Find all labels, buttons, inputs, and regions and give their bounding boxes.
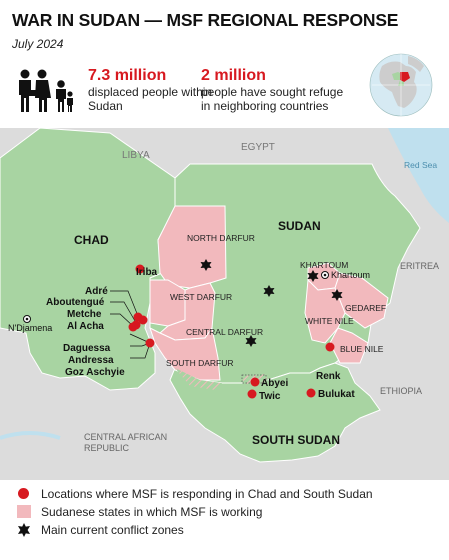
map-canvas: LIBYA EGYPT CHAD SUDAN ERITREA ETHIOPIA … (0, 127, 449, 480)
label-renk: Renk (316, 371, 341, 382)
label-gedaref: GEDAREF (345, 303, 386, 313)
label-metche: Metche (67, 309, 102, 320)
state-south-darfur (149, 326, 221, 381)
stat-displaced-value: 7.3 million (88, 67, 167, 84)
conflict-star-icon (16, 522, 32, 538)
stat-refugees: 2 million people have sought refuge in n… (201, 67, 351, 113)
legend-item-states: Sudanese states in which MSF is working (16, 504, 262, 520)
conflict-zones (200, 259, 343, 347)
label-al-acha: Al Acha (67, 321, 104, 332)
state-west-darfur (149, 279, 186, 327)
south-sudan-territory (169, 362, 381, 463)
label-andressa: Andressa (68, 355, 114, 366)
label-goz-aschyie: Goz Aschyie (65, 367, 125, 378)
stat-displaced: 7.3 million displaced people within Suda… (88, 67, 223, 113)
label-abyei: Abyei (261, 378, 288, 389)
displaced-people-icon (19, 69, 73, 112)
label-south-sudan: SOUTH SUDAN (252, 433, 340, 447)
conflict-zone-north-kordofan (263, 285, 275, 297)
msf-location-abyei (250, 377, 260, 387)
msf-location-al-acha (128, 322, 138, 332)
stat-refugees-description: people have sought refuge in neighboring… (201, 85, 344, 113)
legend-locations-text: Locations where MSF is responding in Cha… (41, 487, 373, 501)
red-sea (388, 128, 449, 223)
label-khartoum: Khartoum (331, 270, 370, 280)
conflict-zone-north-darfur (200, 259, 212, 271)
label-khartoum-state: KHARTOUM (300, 260, 348, 270)
label-south-darfur: SOUTH DARFUR (166, 358, 234, 368)
red-dot-icon (16, 486, 32, 502)
pink-square-icon (16, 504, 32, 520)
label-eritrea: ERITREA (400, 261, 439, 271)
stat-displaced-description: displaced people within Sudan (88, 85, 213, 113)
capital-khartoum (321, 271, 329, 279)
river (0, 431, 61, 440)
msf-locations (128, 264, 335, 399)
msf-location-renk (325, 342, 335, 352)
label-central-darfur: CENTRAL DARFUR (186, 327, 263, 337)
legend-item-conflict: Main current conflict zones (16, 522, 184, 538)
label-bulukat: Bulukat (318, 389, 355, 400)
page-title: WAR IN SUDAN — MSF REGIONAL RESPONSE (12, 10, 399, 30)
label-ethiopia: ETHIOPIA (380, 386, 422, 396)
label-north-darfur: NORTH DARFUR (187, 233, 255, 243)
label-egypt: EGYPT (241, 142, 275, 153)
label-twic: Twic (259, 391, 281, 402)
label-sudan: SUDAN (278, 219, 321, 233)
label-west-darfur: WEST DARFUR (170, 292, 232, 302)
conflict-zone-south-darfur (245, 335, 257, 347)
conflict-zone-gezira (331, 289, 343, 301)
date-subtitle: July 2024 (12, 37, 64, 51)
label-aboutengue: Aboutengué (46, 297, 105, 308)
locator-globe (369, 53, 433, 117)
label-libya: LIBYA (122, 150, 150, 161)
label-red-sea: Red Sea (404, 160, 437, 170)
header: WAR IN SUDAN — MSF REGIONAL RESPONSE Jul… (0, 0, 449, 128)
conflict-zone-khartoum (307, 270, 319, 282)
label-car: CENTRAL AFRICAN REPUBLIC (84, 432, 167, 453)
label-chad: CHAD (74, 233, 109, 247)
msf-location-goz-aschyie (145, 338, 155, 348)
msf-location-bulukat (306, 388, 316, 398)
legend-item-locations: Locations where MSF is responding in Cha… (16, 486, 373, 502)
map: LIBYA EGYPT CHAD SUDAN ERITREA ETHIOPIA … (0, 127, 449, 480)
stat-refugees-value: 2 million (201, 67, 266, 84)
msf-location-twic (247, 389, 257, 399)
capital-ndjamena (23, 315, 31, 323)
label-iriba: Iriba (136, 267, 158, 278)
abyei-outline (241, 374, 267, 384)
label-daguessa: Daguessa (63, 343, 111, 354)
label-white-nile: WHITE NILE (305, 316, 354, 326)
legend-states-text: Sudanese states in which MSF is working (41, 505, 263, 519)
hatched-border (175, 368, 222, 390)
msf-location-aboutengue (138, 315, 148, 325)
label-ndjamena: N'Djamena (8, 323, 52, 333)
legend: Locations where MSF is responding in Cha… (0, 480, 449, 560)
label-blue-nile: BLUE NILE (340, 344, 384, 354)
label-adre: Adré (85, 286, 108, 297)
msf-location-iriba (135, 264, 145, 274)
legend-conflict-text: Main current conflict zones (41, 523, 184, 537)
